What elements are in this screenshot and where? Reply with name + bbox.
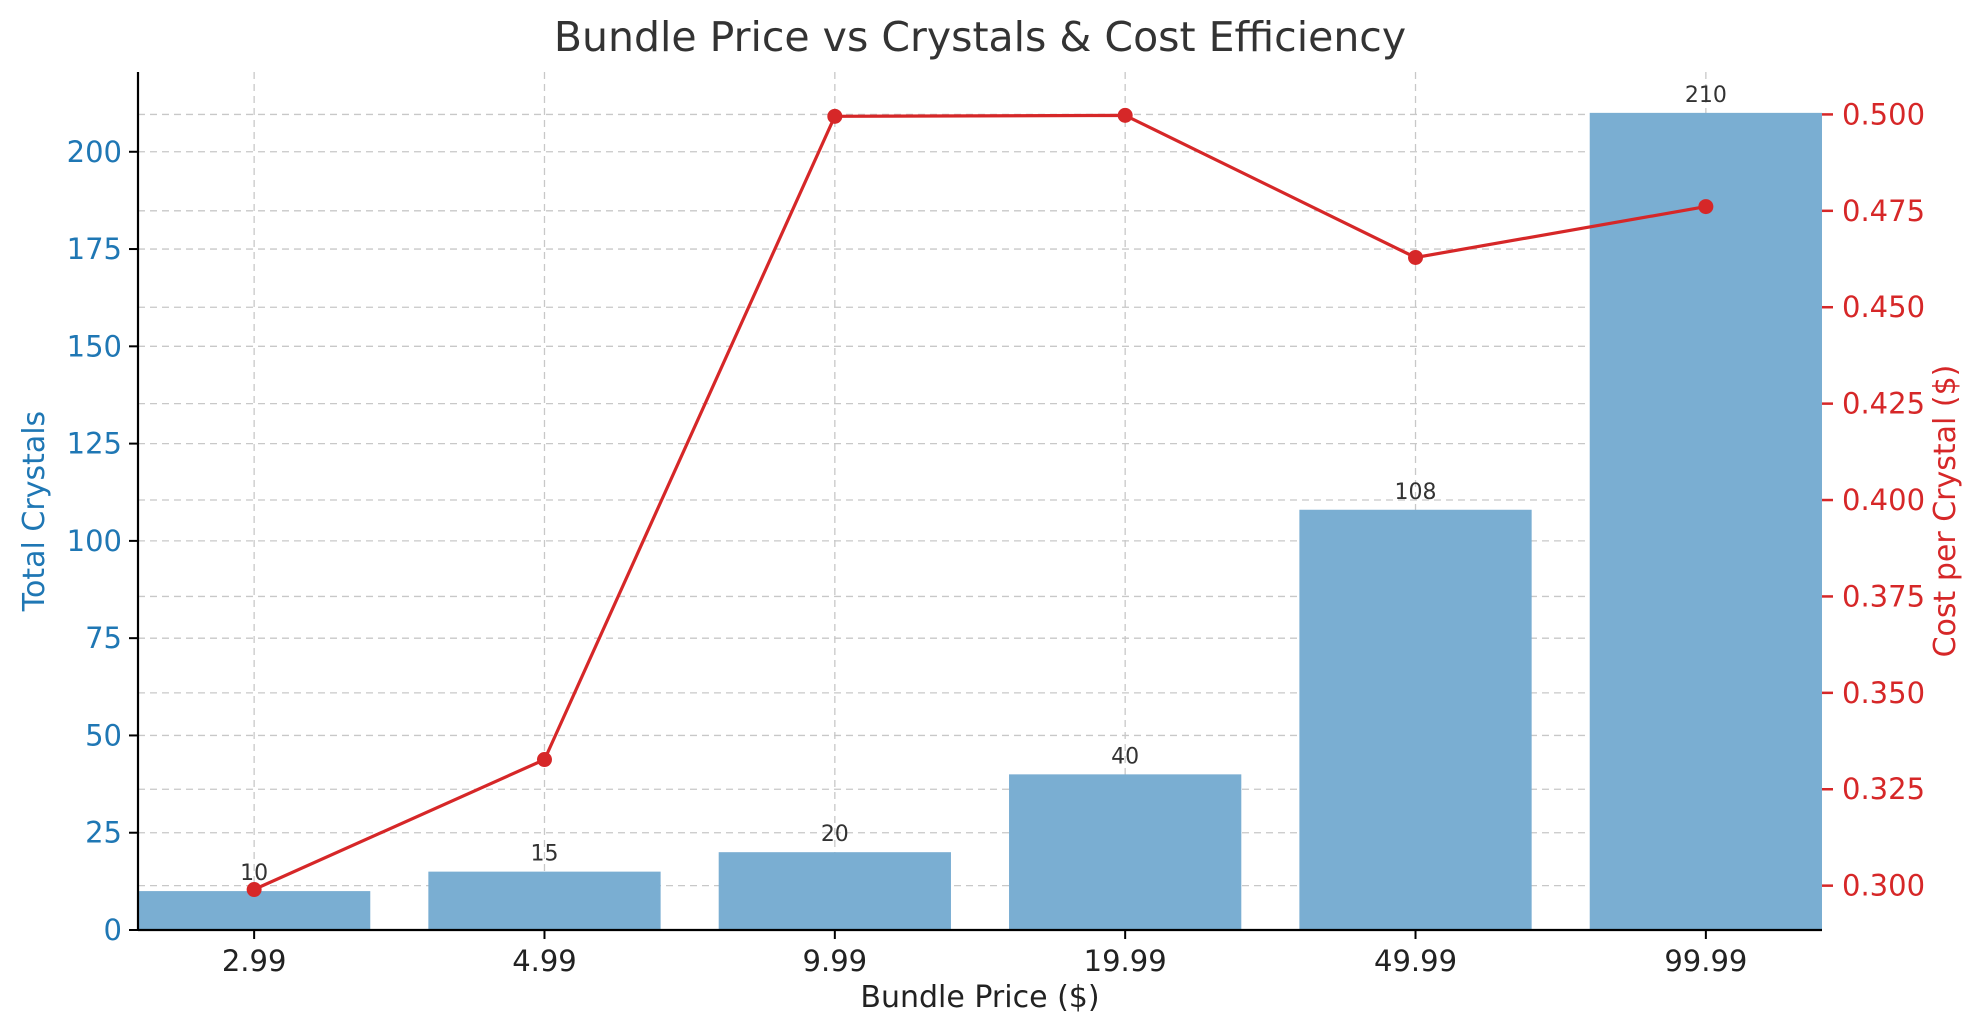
y-right-tick-label: 0.500 <box>1842 97 1925 131</box>
bar-data-label: 15 <box>530 842 558 867</box>
y-right-tick-label: 0.375 <box>1842 579 1925 613</box>
bar-data-label: 108 <box>1395 480 1437 505</box>
y-right-tick-label: 0.425 <box>1842 387 1925 421</box>
cost-point <box>827 108 843 124</box>
bar <box>1009 774 1242 930</box>
cost-line <box>253 113 1707 891</box>
y-left-axis-label: Total Crystals <box>17 411 52 612</box>
y-right-tick-label: 0.400 <box>1842 483 1925 517</box>
grid-lines <box>138 72 1822 931</box>
bar <box>1589 112 1822 931</box>
tick-labels: 10 15 20 40 108 210 2.99 4.99 9.99 19.99 49.99 99.9… <box>67 83 1925 978</box>
bar-data-label: 210 <box>1685 83 1727 108</box>
x-tick-label: 4.99 <box>512 944 577 978</box>
y-right-tick-label: 0.300 <box>1842 869 1925 903</box>
bar <box>1299 509 1532 930</box>
y-left-tick-label: 75 <box>85 621 122 655</box>
cost-point <box>1117 107 1133 123</box>
y-left-tick-label: 25 <box>85 816 122 850</box>
y-left-tick-label: 0 <box>104 913 122 947</box>
x-tick-label: 99.99 <box>1664 944 1747 978</box>
bar <box>718 852 951 930</box>
cost-point <box>246 882 262 898</box>
cost-point <box>1698 199 1714 215</box>
chart-title: Bundle Price vs Crystals & Cost Efficien… <box>554 13 1406 61</box>
bar <box>428 871 661 930</box>
y-left-tick-label: 100 <box>67 524 122 558</box>
x-tick-label: 9.99 <box>803 944 868 978</box>
y-left-tick-label: 150 <box>67 329 122 363</box>
bar-series <box>138 112 1822 931</box>
bar-data-label: 40 <box>1111 744 1139 769</box>
cost-point <box>1408 249 1424 265</box>
y-right-tick-label: 0.475 <box>1842 194 1925 228</box>
bar-data-label: 20 <box>821 822 849 847</box>
y-left-tick-label: 200 <box>67 135 122 169</box>
y-left-tick-label: 175 <box>67 232 122 266</box>
bar-data-label: 10 <box>240 861 268 886</box>
x-tick-label: 19.99 <box>1084 944 1167 978</box>
y-right-tick-label: 0.350 <box>1842 676 1925 710</box>
x-axis-label: Bundle Price ($) <box>860 980 1099 1015</box>
x-tick-label: 49.99 <box>1374 944 1457 978</box>
bar <box>138 891 371 930</box>
y-right-tick-label: 0.450 <box>1842 290 1925 324</box>
y-left-tick-label: 125 <box>67 427 122 461</box>
cost-point <box>536 752 552 768</box>
cost-line-series <box>246 107 1714 898</box>
y-right-tick-label: 0.325 <box>1842 772 1925 806</box>
y-left-tick-label: 50 <box>85 718 122 752</box>
x-tick-label: 2.99 <box>222 944 287 978</box>
axes <box>129 72 1833 939</box>
y-right-axis-label: Cost per Crystal ($) <box>1928 365 1963 658</box>
